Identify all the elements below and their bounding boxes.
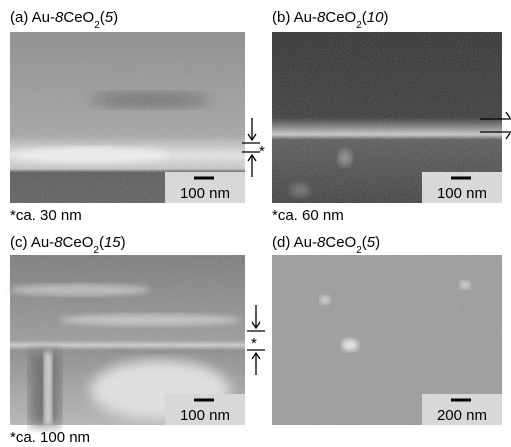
- label-part: (d) Au-: [272, 234, 317, 251]
- label-part: 15: [104, 234, 121, 251]
- scale-bar-label: 200 nm: [437, 407, 487, 424]
- label-part: (a) Au-: [10, 9, 55, 26]
- label-part: ): [383, 9, 388, 26]
- label-part: 10: [367, 9, 384, 26]
- label-part: CeO: [63, 234, 94, 251]
- caption: *ca. 100 nm: [10, 429, 90, 446]
- label-part: (b) Au-: [272, 9, 317, 26]
- figure: (a) Au-8CeO2(5) (b) Au-8CeO2(10) (c) Au-…: [0, 0, 511, 447]
- scale-bar-label: 100 nm: [180, 185, 230, 202]
- label-part: ): [113, 9, 118, 26]
- label-part: CeO: [63, 9, 94, 26]
- caption: *ca. 60 nm: [272, 207, 344, 224]
- panel-label: (a) Au-8CeO2(5): [10, 9, 118, 31]
- panel-label: (b) Au-8CeO2(10): [272, 9, 388, 31]
- label-part: CeO: [325, 9, 356, 26]
- page: (a) Au-8CeO2(5) (b) Au-8CeO2(10) (c) Au-…: [0, 0, 511, 447]
- panel-label: (d) Au-8CeO2(5): [272, 234, 380, 256]
- label-part: CeO: [325, 234, 356, 251]
- thickness-marker: *: [251, 335, 257, 352]
- panel-label: (c) Au-8CeO2(15): [10, 234, 126, 256]
- label-part: ): [121, 234, 126, 251]
- thickness-marker: *: [259, 143, 265, 160]
- label-part: (c) Au-: [10, 234, 54, 251]
- label-part: ): [375, 234, 380, 251]
- scale-bar-label: 100 nm: [180, 407, 230, 424]
- caption: *ca. 30 nm: [10, 207, 82, 224]
- scale-bar-label: 100 nm: [437, 185, 487, 202]
